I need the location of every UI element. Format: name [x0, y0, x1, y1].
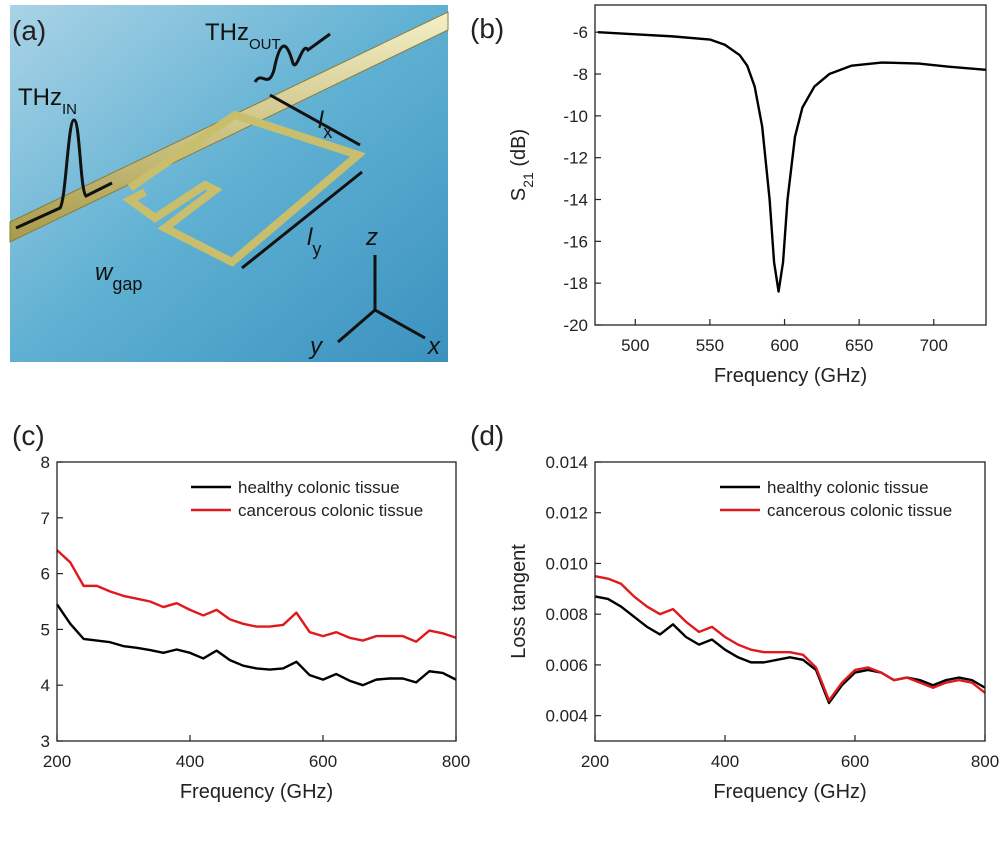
x-tick-label: 200 — [43, 752, 71, 771]
y-axis-label-text: Loss tangent — [508, 544, 530, 659]
lx-sub: x — [323, 122, 332, 142]
y-tick-label: -14 — [563, 191, 588, 210]
y-axis-label-sub: 21 — [520, 172, 536, 188]
x-axis-label: Frequency (GHz) — [714, 365, 867, 387]
thz-out-text: THz — [205, 19, 249, 46]
x-tick-label: 400 — [711, 752, 739, 771]
lx-label: lx — [318, 107, 332, 142]
data-line — [56, 549, 457, 643]
arrow-lx — [269, 93, 361, 147]
legend-label: healthy colonic tissue — [767, 478, 929, 497]
x-tick-label: 700 — [920, 336, 948, 355]
chart-panel: (b) 500 550 600 650 700 -20 -18 -16 -14 -12 -10 -8 -6… — [470, 4, 987, 387]
x-axis-label: Frequency (GHz) — [713, 781, 866, 803]
wgap-label: wgap — [95, 259, 142, 294]
y-tick-label: 0.012 — [545, 504, 588, 523]
y-axis-label-text: S — [508, 188, 530, 201]
x-axis-label: Frequency (GHz) — [180, 781, 333, 803]
y-axis-label: S21 (dB) — [508, 129, 536, 201]
axis-y-label: y — [308, 333, 324, 360]
pulse-in — [15, 118, 113, 230]
axis-x-label: x — [427, 333, 441, 360]
plot-frame — [594, 4, 987, 326]
legend-label: healthy colonic tissue — [238, 478, 400, 497]
x-tick-label: 400 — [176, 752, 204, 771]
y-axis-label-suffix: (dB) — [508, 129, 530, 172]
x-tick-label: 800 — [442, 752, 470, 771]
y-tick-label: 0.014 — [545, 453, 588, 472]
ly-label: ly — [307, 224, 321, 259]
legend-label: cancerous colonic tissue — [238, 501, 423, 520]
x-tick-label: 550 — [696, 336, 724, 355]
wgap-text: w — [95, 259, 114, 286]
thz-out: THzOUT — [205, 19, 281, 53]
panel-label: (d) — [470, 420, 504, 451]
waveguide — [9, 11, 449, 243]
panel-label: (c) — [12, 420, 45, 451]
x-tick-label: 500 — [621, 336, 649, 355]
panel-label: (a) — [12, 15, 46, 46]
y-tick-label: 0.008 — [545, 605, 588, 624]
legend-label: cancerous colonic tissue — [767, 501, 952, 520]
data-line — [56, 603, 457, 687]
axis-y — [337, 308, 376, 344]
y-tick-label: 6 — [41, 565, 50, 584]
wgap-sub: gap — [112, 274, 142, 294]
y-tick-label: 4 — [41, 676, 50, 695]
y-tick-label: 0.004 — [545, 707, 588, 726]
y-tick-label: 8 — [41, 453, 50, 472]
pulse-out — [253, 32, 331, 83]
axis-x — [374, 308, 426, 340]
ly-text: l — [307, 224, 313, 251]
y-tick-label: -10 — [563, 107, 588, 126]
y-tick-label: 0.010 — [545, 554, 588, 573]
y-tick-label: 3 — [41, 732, 50, 751]
x-tick-label: 650 — [845, 336, 873, 355]
data-line — [594, 574, 986, 702]
y-tick-label: 5 — [41, 620, 50, 639]
x-tick-label: 600 — [770, 336, 798, 355]
y-tick-label: -18 — [563, 274, 588, 293]
plot-frame — [56, 461, 457, 742]
arrow-ly — [241, 170, 363, 270]
thz-in-text: THz — [18, 84, 62, 111]
x-tick-label: 200 — [581, 752, 609, 771]
y-tick-label: -8 — [573, 65, 588, 84]
lx-text: l — [318, 107, 324, 134]
y-tick-label: -12 — [563, 149, 588, 168]
ly-sub: y — [312, 239, 321, 259]
y-tick-label: -16 — [563, 232, 588, 251]
panel-label: (b) — [470, 13, 504, 44]
thz-in: THzIN — [18, 84, 77, 118]
data-line — [597, 30, 987, 293]
thz-out-sub: OUT — [249, 36, 281, 53]
y-tick-label: -6 — [573, 23, 588, 42]
data-line — [594, 595, 986, 705]
y-tick-label: 7 — [41, 509, 50, 528]
illustration: (a) THzIN THzOUT lx ly wgap z y x — [9, 5, 449, 362]
chart-panel: (d) 200 400 600 800 0.004 0.006 0.008 0.010 0.012… — [470, 420, 999, 803]
thz-in-sub: IN — [62, 101, 77, 118]
resonator — [122, 110, 367, 267]
y-tick-label: 0.006 — [545, 656, 588, 675]
x-tick-label: 800 — [971, 752, 999, 771]
y-axis-label: Loss tangent — [508, 544, 530, 659]
x-tick-label: 600 — [841, 752, 869, 771]
x-tick-label: 600 — [309, 752, 337, 771]
plot-frame — [594, 461, 986, 742]
axis-z-label: z — [365, 224, 378, 251]
y-tick-label: -20 — [563, 316, 588, 335]
